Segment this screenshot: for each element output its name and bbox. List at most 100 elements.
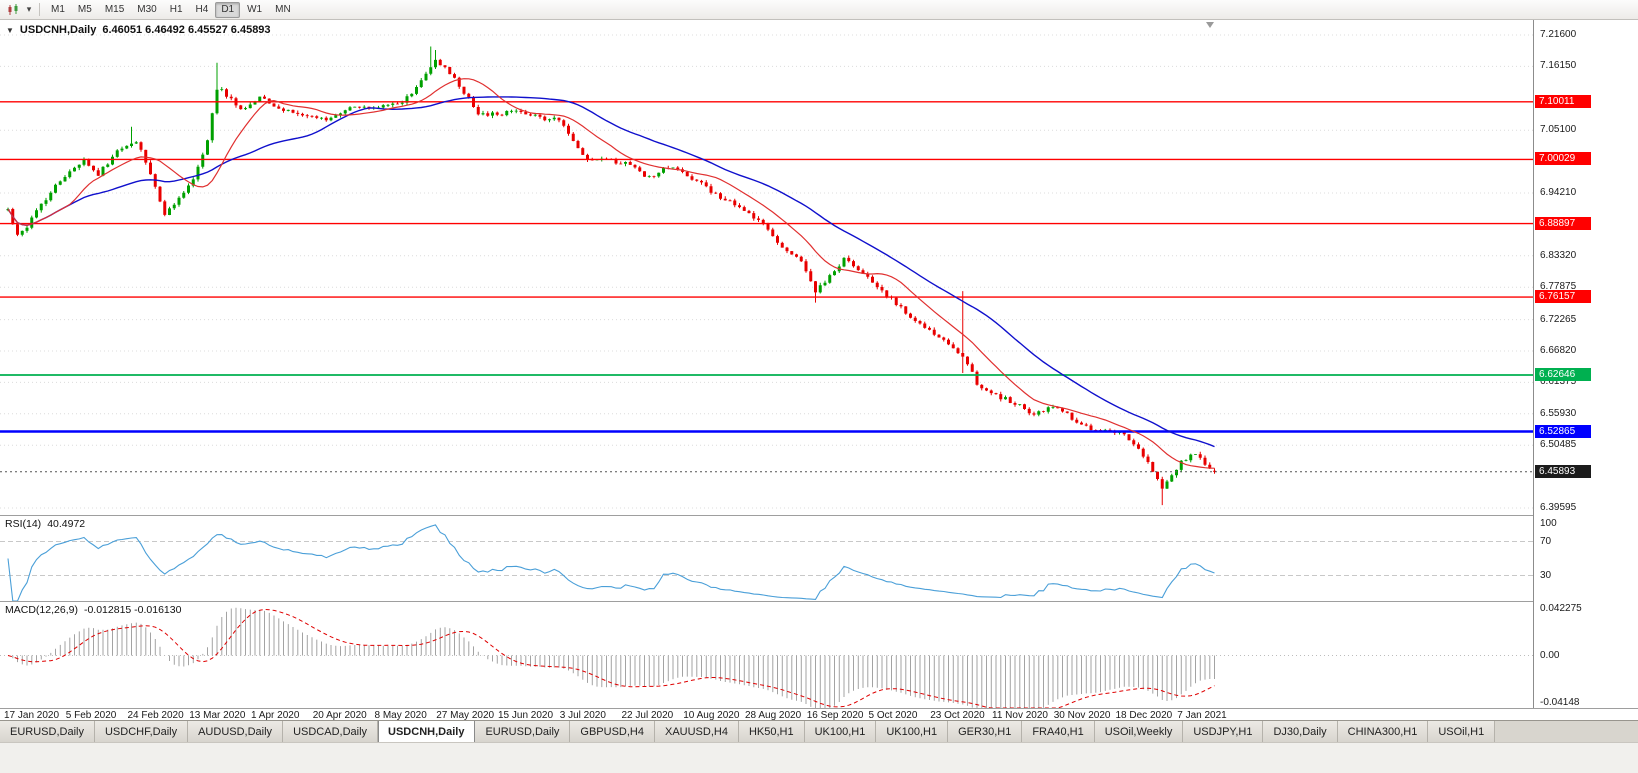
price-axis-label: 6.61375 [1540, 376, 1577, 388]
chart-tab-dj30-daily[interactable]: DJ30,Daily [1263, 721, 1338, 742]
timeframe-button-h1[interactable]: H1 [169, 4, 183, 15]
time-axis-label: 13 Mar 2020 [189, 710, 246, 721]
timeframe-button-m30[interactable]: M30 [137, 4, 157, 15]
time-axis-label: 11 Nov 2020 [992, 710, 1048, 721]
time-axis-label: 23 Oct 2020 [930, 710, 985, 721]
time-axis-label: 5 Oct 2020 [868, 710, 918, 721]
timeframe-button-m5[interactable]: M5 [77, 4, 92, 15]
price-axis-label: 6.39595 [1540, 502, 1577, 513]
ma-fast-line [7, 78, 1215, 469]
chart-shift-marker[interactable] [1206, 22, 1214, 28]
time-axis-label: 16 Sep 2020 [806, 710, 864, 721]
price-axis-label: 6.72265 [1540, 313, 1577, 325]
toolbar-separator [39, 3, 40, 16]
price-axis-label: 7.16150 [1540, 60, 1577, 72]
ohlc-values: 6.46051 6.46492 6.45527 6.45893 [102, 24, 271, 36]
panel-separator[interactable] [0, 515, 1533, 516]
time-axis-label: 8 May 2020 [374, 710, 427, 721]
time-axis-label: 7 Jan 2021 [1177, 710, 1227, 721]
chart-tab-ger30-h1[interactable]: GER30,H1 [948, 721, 1023, 742]
macd-values: -0.012815 -0.016130 [83, 604, 182, 616]
rsi-chart [0, 524, 1533, 601]
rsi-value: 40.4972 [47, 518, 86, 530]
chart-tab-audusd-daily[interactable]: AUDUSD,Daily [188, 721, 284, 742]
chart-tab-usdjpy-h1[interactable]: USDJPY,H1 [1183, 721, 1264, 742]
price-axis: 7.21600 7.16150 7.05100 6.94210 6.83320 6.778… [1534, 20, 1638, 708]
price-tag: 7.10011 [1535, 94, 1591, 108]
chart-tab-usdchf-daily[interactable]: USDCHF,Daily [94, 721, 189, 742]
ma-slow-line [7, 96, 1215, 448]
macd-label: MACD(12,26,9) -0.012815 -0.016130 [5, 604, 181, 616]
price-tag: 7.00029 [1535, 152, 1591, 166]
time-axis-label: 1 Apr 2020 [251, 710, 300, 721]
chart-area[interactable]: ▼ USDCNH,Daily 6.46051 6.46492 6.45527 6… [0, 20, 1533, 708]
chart-title: ▼ USDCNH,Daily 6.46051 6.46492 6.45527 6… [6, 24, 271, 36]
price-axis-label: 6.77875 [1540, 281, 1577, 293]
macd-chart [0, 607, 1533, 708]
candlestick-icon [8, 3, 18, 15]
chart-tab-fra40-h1[interactable]: FRA40,H1 [1022, 721, 1095, 742]
chart-tab-usdcad-daily[interactable]: USDCAD,Daily [283, 721, 379, 742]
timeframe-button-w1[interactable]: W1 [247, 4, 263, 15]
collapse-triangle-icon[interactable]: ▼ [6, 25, 14, 35]
macd-axis-label: 0.042275 [1540, 603, 1582, 614]
price-axis-label: 6.55930 [1540, 407, 1577, 419]
macd-axis-label: -0.04148 [1540, 697, 1580, 708]
price-axis-label: 7.21600 [1540, 29, 1577, 40]
chart-tab-xauusd-h4[interactable]: XAUUSD,H4 [654, 721, 739, 742]
chart-tab-china300-h1[interactable]: CHINA300,H1 [1337, 721, 1429, 742]
price-axis-label: 6.50485 [1540, 439, 1577, 451]
price-tag: 6.45893 [1535, 464, 1591, 478]
chart-tab-hk50-h1[interactable]: HK50,H1 [738, 721, 805, 742]
time-axis-label: 15 Jun 2020 [498, 710, 554, 721]
rsi-axis-label: 100 [1540, 518, 1557, 529]
chevron-down-icon[interactable]: ▾ [26, 4, 32, 14]
symbol-period-label: USDCNH,Daily [19, 24, 97, 36]
price-tag: 6.52865 [1535, 424, 1591, 438]
rsi-label: RSI(14) 40.4972 [5, 518, 85, 530]
time-axis-label: 17 Jan 2020 [4, 710, 60, 721]
price-tag: 6.76157 [1535, 290, 1591, 304]
time-axis-label: 28 Aug 2020 [745, 710, 802, 721]
candlesticks [6, 46, 1216, 506]
macd-axis-label: 0.00 [1540, 649, 1560, 661]
rsi-line [7, 524, 1215, 601]
time-axis-label: 24 Feb 2020 [127, 710, 184, 721]
bottom-filler [0, 742, 1638, 773]
price-tag: 6.62646 [1535, 368, 1591, 381]
time-axis-label: 18 Dec 2020 [1115, 710, 1173, 721]
chart-tab-usoil-weekly[interactable]: USOil,Weekly [1094, 721, 1184, 742]
chart-tab-gbpusd-h4[interactable]: GBPUSD,H4 [570, 721, 655, 742]
axis-separator [1533, 20, 1534, 708]
timeframe-button-h4[interactable]: H4 [195, 4, 209, 15]
price-gridlines [0, 34, 1533, 509]
chart-tab-usdcnh-daily[interactable]: USDCNH,Daily [378, 721, 476, 742]
toolbar: ▾ M1 M5 M15 M30 H1 H4 D1 W1 MN [0, 0, 1638, 20]
timeframe-button-m1[interactable]: M1 [51, 4, 65, 15]
timeframe-button-m15[interactable]: M15 [104, 4, 125, 15]
tab-bar: EURUSD,Daily USDCHF,Daily AUDUSD,Daily USDC… [0, 720, 1638, 742]
chart-tab-uk100-h1[interactable]: UK100,H1 [876, 721, 949, 742]
time-axis[interactable]: 17 Jan 2020 5 Feb 2020 24 Feb 2020 13 Mar 2… [0, 708, 1638, 721]
time-axis-label: 27 May 2020 [436, 710, 495, 721]
horizontal-level-lines[interactable] [0, 101, 1533, 433]
chart-tab-usoil-h1[interactable]: USOil,H1 [1428, 721, 1496, 742]
price-axis-label: 6.94210 [1540, 187, 1577, 198]
time-axis-label: 3 Jul 2020 [559, 710, 606, 721]
price-chart [0, 34, 1533, 509]
time-axis-label: 10 Aug 2020 [683, 710, 740, 721]
chart-type-icon[interactable] [4, 2, 22, 18]
rsi-axis-label: 30 [1540, 569, 1552, 581]
time-axis-label: 5 Feb 2020 [65, 710, 117, 721]
rsi-name: RSI(14) [5, 518, 42, 530]
time-axis-label: 30 Nov 2020 [1053, 710, 1111, 721]
timeframe-button-mn[interactable]: MN [275, 4, 291, 15]
panel-separator[interactable] [0, 601, 1533, 602]
macd-signal-line [7, 608, 1215, 708]
chart-tab-uk100-h1[interactable]: UK100,H1 [804, 721, 877, 742]
chart-tab-eurusd-daily[interactable]: EURUSD,Daily [0, 721, 95, 742]
chart-tab-eurusd-daily[interactable]: EURUSD,Daily [475, 721, 571, 742]
timeframe-button-d1[interactable]: D1 [215, 1, 241, 18]
time-axis-label: 22 Jul 2020 [621, 710, 674, 721]
price-axis-label: 6.83320 [1540, 249, 1577, 261]
